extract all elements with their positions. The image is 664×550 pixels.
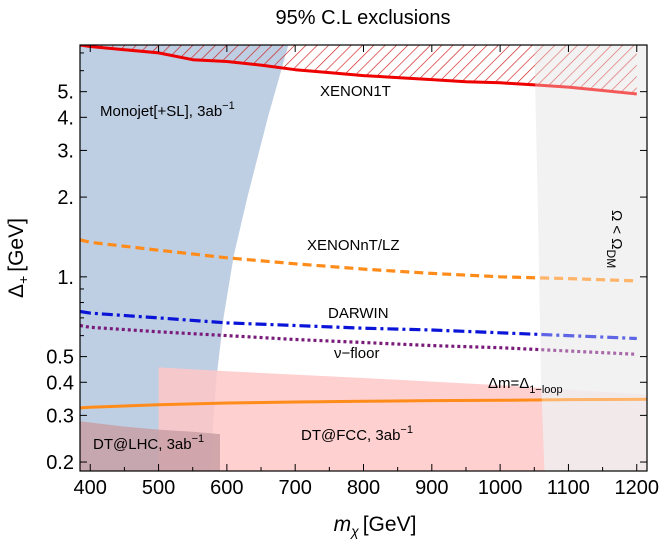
x-tick-label-700: 700 bbox=[278, 477, 311, 499]
region-dt-lhc-3ab bbox=[80, 421, 220, 471]
series-layer bbox=[80, 45, 647, 471]
series-label-xenon1t: XENON1T bbox=[320, 83, 391, 100]
x-tick-label-600: 600 bbox=[210, 477, 243, 499]
ticks-layer: 400 500 600 700 800 900 1000 1100 1200 0.2 0.3 0.4 0… bbox=[46, 45, 659, 499]
series-line-floor bbox=[80, 323, 637, 356]
region-area-3 bbox=[534, 45, 647, 471]
y-tick-label-0.5: 0.5 bbox=[46, 347, 74, 369]
region-label-dt-fcc: DT@FCC, 3ab−1 bbox=[301, 424, 413, 444]
x-tick-label-1000: 1000 bbox=[478, 477, 523, 499]
x-tick-label-400: 400 bbox=[74, 477, 107, 499]
y-tick-label-0.4: 0.4 bbox=[46, 372, 74, 394]
series-line-xenon1t bbox=[80, 45, 637, 96]
y-tick-label-1: 1. bbox=[57, 267, 74, 289]
y-tick-label-5: 5. bbox=[57, 82, 74, 104]
y-tick-label-3: 3. bbox=[57, 140, 74, 162]
x-tick-label-1200: 1200 bbox=[615, 477, 660, 499]
series-line-m bbox=[80, 397, 647, 410]
series-label-nu-floor: ν−floor bbox=[334, 345, 379, 362]
plot-area bbox=[80, 45, 647, 471]
series-label-darwin: DARWIN bbox=[328, 305, 389, 322]
regions-layer bbox=[80, 45, 647, 471]
region-dt-fcc-3ab bbox=[158, 367, 647, 471]
x-tick-label-500: 500 bbox=[142, 477, 175, 499]
x-axis-label: mχ [GeV] bbox=[334, 513, 417, 539]
chart-title: 95% C.L exclusions bbox=[276, 7, 451, 29]
series-label-xenonnt-lz: XENONnT/LZ bbox=[307, 237, 400, 254]
relic-band-overlay bbox=[534, 45, 647, 471]
series-labels: XENON1T XENONnT/LZ DARWIN ν−floor Δm=Δ1−… bbox=[307, 83, 563, 396]
series-line-xenonnt-lz bbox=[80, 238, 637, 283]
y-tick-label-0.3: 0.3 bbox=[46, 405, 74, 427]
y-tick-label-0.2: 0.2 bbox=[46, 452, 74, 474]
y-axis-label: Δ+[GeV] bbox=[5, 218, 31, 298]
y-tick-label-4: 4. bbox=[57, 107, 74, 129]
x-tick-label-1100: 1100 bbox=[547, 477, 590, 499]
y-tick-label-2: 2. bbox=[57, 187, 74, 209]
series-label-delta-m: Δm=Δ1−loop bbox=[488, 375, 563, 396]
x-tick-label-800: 800 bbox=[347, 477, 380, 499]
region-labels: Monojet[+SL], 3ab−1 DT@FCC, 3ab−1 DT@LHC… bbox=[93, 100, 625, 453]
region-label-monojet: Monojet[+SL], 3ab−1 bbox=[100, 100, 235, 120]
region-label-dt-lhc: DT@LHC, 3ab−1 bbox=[93, 433, 204, 453]
region-monojet-sl-3ab bbox=[80, 45, 289, 471]
series-line-darwin bbox=[80, 309, 637, 341]
x-tick-label-900: 900 bbox=[415, 477, 448, 499]
region-label-relic: Ω < ΩDM bbox=[604, 210, 625, 268]
